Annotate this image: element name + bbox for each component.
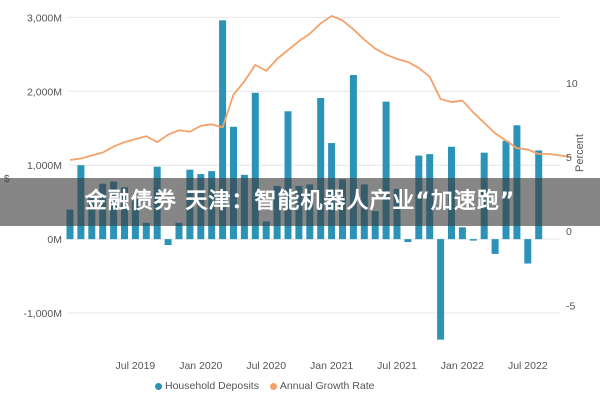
bar (458, 227, 466, 240)
headline-banner (0, 178, 600, 226)
legend-item-annual-growth-rate: Annual Growth Rate (269, 380, 375, 392)
y-tick-label: -1,000M (23, 308, 62, 320)
line-series-annual-growth-rate (69, 15, 572, 161)
y-tick-label: 2,000M (27, 86, 62, 98)
x-tick-label: Jul 2022 (508, 360, 548, 372)
bar (491, 239, 499, 254)
y2-tick-label: 0 (566, 226, 572, 238)
x-tick-label: Jan 2021 (310, 360, 353, 372)
legend-swatch-annual-growth-rate (269, 382, 277, 390)
bar (251, 92, 259, 240)
y2-tick-label: 5 (566, 152, 572, 164)
headline-text[interactable]: 金融债券 天津：智能机器人产业“加速跑” (84, 189, 516, 214)
y2-tick-label: -5 (566, 300, 575, 312)
chart-legend: Household Deposits Annual Growth Rate (155, 380, 382, 396)
x-axis-ticks: Jul 2019 Jan 2020 Jul 2020 Jan 2021 Jul 2021… (116, 360, 548, 372)
bar (317, 97, 325, 240)
y2-tick-label: 10 (566, 78, 578, 90)
legend-label-household-deposits: Household Deposits (165, 380, 259, 392)
y-tick-label: 0M (47, 234, 62, 246)
legend-swatch-household-deposits (155, 382, 162, 390)
legend-label-annual-growth-rate: Annual Growth Rate (279, 380, 375, 392)
growth-rate-line (69, 15, 572, 161)
bar (284, 111, 292, 240)
bar (404, 239, 412, 243)
y-tick-label: 3,000M (27, 12, 62, 24)
x-tick-label: Jul 2020 (246, 360, 286, 372)
bar (382, 101, 390, 240)
bar (469, 239, 477, 241)
gridlines (68, 16, 560, 314)
y-axis-right-ticks: 10 5 0 -5 (566, 78, 578, 313)
bar (262, 221, 270, 240)
bar (175, 222, 183, 240)
y-axis-left-ticks: 3,000M 2,000M 1,000M 0M -1,000M (23, 12, 62, 320)
legend-item-household-deposits: Household Deposits (155, 380, 259, 392)
bar (437, 239, 445, 340)
x-tick-label: Jul 2019 (116, 360, 156, 372)
y-axis-right-label: Percent (574, 134, 586, 172)
bar (219, 20, 227, 240)
bar (164, 239, 172, 246)
bar (349, 75, 357, 240)
x-tick-label: Jul 2021 (377, 360, 417, 372)
bar (142, 222, 150, 240)
x-tick-label: Jan 2020 (179, 360, 222, 372)
y-tick-label: 1,000M (27, 160, 62, 172)
bar (524, 239, 532, 264)
x-tick-label: Jan 2022 (441, 360, 484, 372)
